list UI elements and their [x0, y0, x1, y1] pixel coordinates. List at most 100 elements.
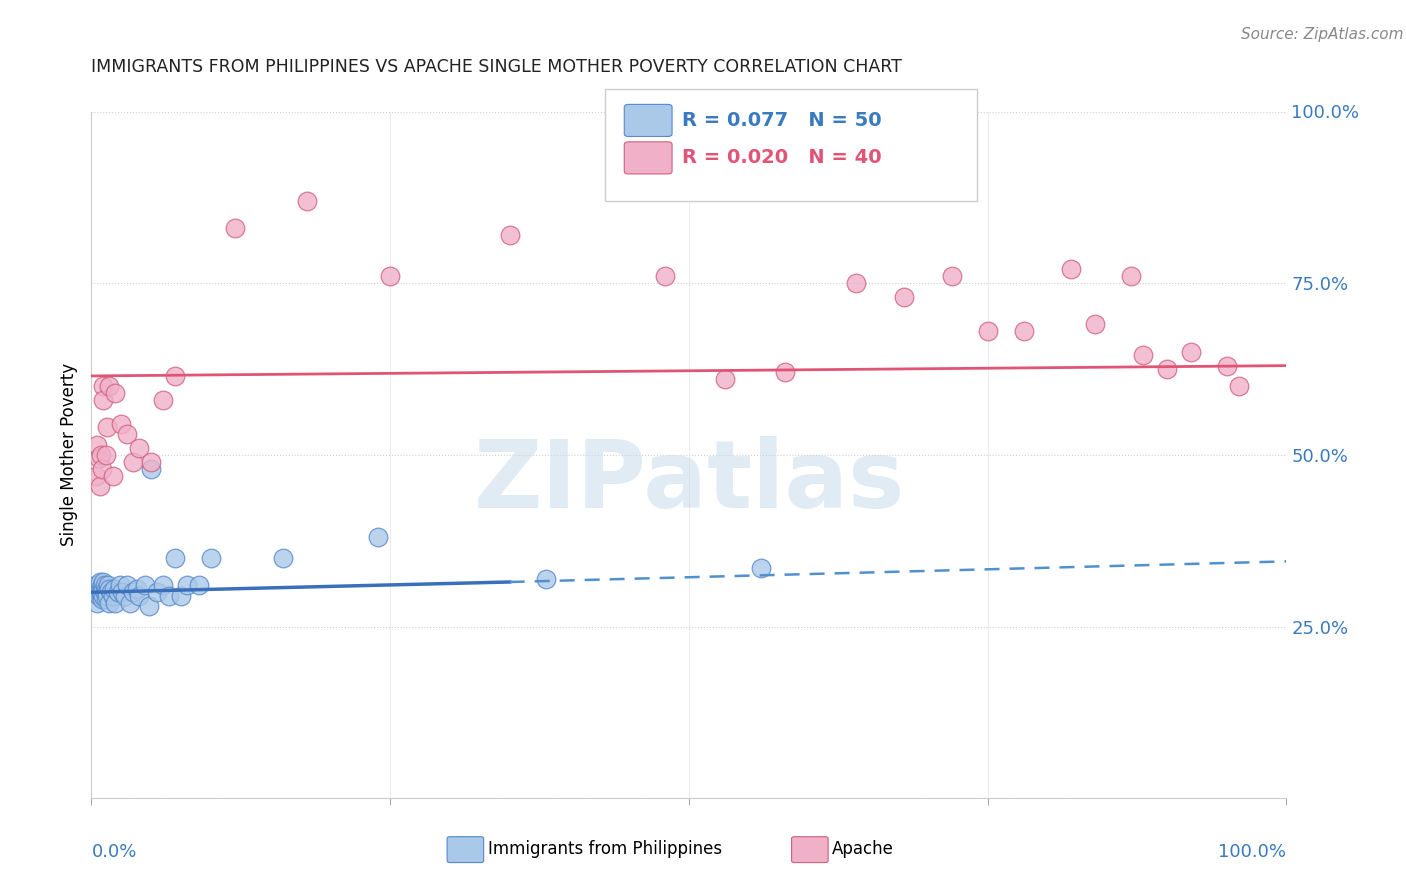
Point — [152, 578, 174, 592]
Point — [90, 448, 112, 462]
Point — [714, 372, 737, 386]
Point — [86, 596, 108, 610]
Point — [91, 592, 114, 607]
Point — [498, 228, 520, 243]
Point — [845, 277, 868, 291]
Text: Source: ZipAtlas.com: Source: ZipAtlas.com — [1240, 27, 1403, 42]
Point — [1060, 262, 1083, 277]
Point — [91, 578, 114, 592]
Point — [104, 386, 127, 401]
Point — [141, 461, 162, 475]
Point — [93, 585, 115, 599]
Point — [115, 427, 138, 442]
Text: 0.0%: 0.0% — [91, 843, 136, 861]
Point — [122, 585, 145, 599]
Text: Immigrants from Philippines: Immigrants from Philippines — [488, 840, 723, 858]
Point — [1180, 344, 1202, 359]
Point — [1156, 362, 1178, 376]
Point — [86, 437, 108, 451]
Text: 100.0%: 100.0% — [1219, 843, 1286, 861]
Point — [104, 596, 127, 610]
Point — [94, 582, 117, 596]
Point — [187, 578, 211, 592]
Point — [157, 589, 180, 603]
Point — [103, 582, 125, 596]
Text: R = 0.020   N = 40: R = 0.020 N = 40 — [682, 148, 882, 168]
Point — [138, 599, 160, 613]
Point — [1012, 324, 1035, 338]
Point — [108, 578, 131, 592]
Point — [93, 574, 114, 589]
Point — [93, 582, 114, 596]
Point — [111, 585, 134, 599]
Point — [128, 441, 150, 455]
Point — [163, 551, 186, 566]
Point — [378, 269, 402, 284]
Point — [941, 269, 963, 284]
Point — [1084, 318, 1107, 332]
Point — [367, 530, 389, 544]
Point — [654, 269, 676, 284]
Point — [128, 589, 150, 603]
Point — [134, 578, 156, 592]
Point — [84, 468, 107, 483]
Point — [110, 417, 132, 431]
Point — [100, 585, 122, 599]
Point — [176, 578, 198, 592]
Point — [749, 561, 772, 575]
Point — [101, 589, 124, 603]
Point — [87, 451, 110, 466]
Point — [115, 578, 138, 592]
Point — [87, 589, 110, 603]
Text: IMMIGRANTS FROM PHILIPPINES VS APACHE SINGLE MOTHER POVERTY CORRELATION CHART: IMMIGRANTS FROM PHILIPPINES VS APACHE SI… — [91, 58, 903, 76]
Point — [200, 551, 222, 566]
Point — [94, 592, 117, 607]
Point — [1227, 379, 1250, 393]
Point — [93, 379, 114, 393]
Point — [118, 596, 141, 610]
Y-axis label: Single Mother Poverty: Single Mother Poverty — [59, 363, 77, 547]
Point — [96, 420, 118, 434]
Point — [1132, 348, 1154, 362]
Point — [271, 551, 294, 566]
Point — [295, 194, 318, 208]
Point — [90, 585, 112, 599]
Point — [93, 589, 114, 603]
Point — [94, 448, 117, 462]
Point — [224, 221, 246, 235]
Point — [90, 589, 112, 603]
Point — [163, 368, 186, 383]
Point — [773, 366, 796, 380]
Text: R = 0.077   N = 50: R = 0.077 N = 50 — [682, 111, 882, 130]
Point — [87, 582, 110, 596]
Point — [976, 324, 998, 338]
Point — [152, 392, 174, 407]
Point — [96, 589, 118, 603]
Point — [114, 589, 136, 603]
Point — [101, 468, 124, 483]
Point — [1119, 269, 1142, 284]
Point — [141, 455, 162, 469]
Point — [98, 582, 121, 596]
Point — [93, 578, 115, 592]
Point — [1215, 359, 1237, 373]
Point — [89, 479, 111, 493]
Point — [89, 574, 111, 589]
Point — [98, 596, 121, 610]
Point — [122, 455, 145, 469]
Point — [534, 572, 557, 586]
Point — [91, 461, 114, 475]
Point — [146, 585, 169, 599]
Point — [107, 585, 129, 599]
Point — [98, 379, 121, 393]
Point — [84, 578, 107, 592]
Text: ZIPatlas: ZIPatlas — [474, 436, 904, 528]
Point — [93, 392, 114, 407]
Point — [170, 589, 193, 603]
Point — [125, 582, 148, 596]
Point — [89, 582, 111, 596]
Point — [96, 585, 118, 599]
Point — [97, 578, 120, 592]
Point — [893, 290, 915, 304]
Text: Apache: Apache — [832, 840, 894, 858]
